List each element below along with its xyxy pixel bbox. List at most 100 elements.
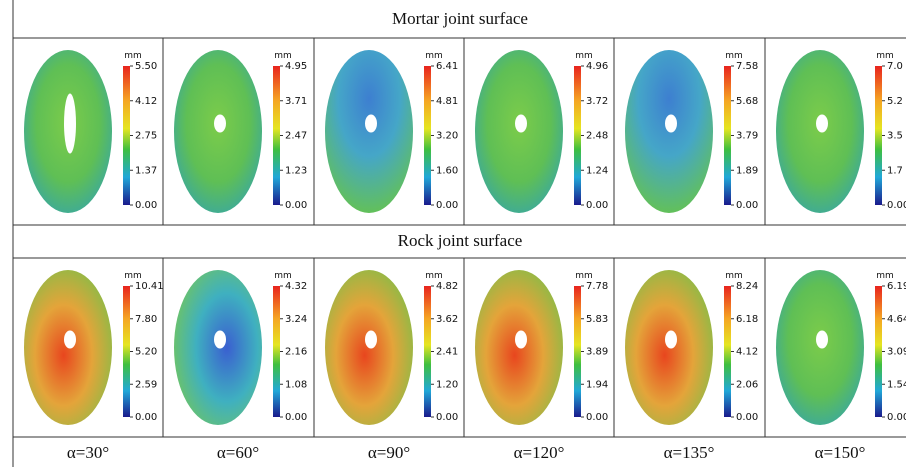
colorbar-tick-label: 2.16 [285, 347, 307, 358]
colorbar [724, 66, 731, 205]
colorbar-tick-label: 1.08 [285, 379, 307, 390]
colorbar-tick-label: 0.00 [736, 412, 758, 423]
colorbar-tick-label: 3.79 [736, 131, 758, 142]
colorbar-tick-label: 1.60 [436, 165, 458, 176]
colorbar-tick-label: 2.59 [135, 379, 157, 390]
colorbar-tick-label: 8.24 [736, 281, 758, 292]
colorbar-tick-label: 4.96 [586, 61, 608, 72]
colorbar-tick-label: 3.89 [586, 347, 608, 358]
colorbar-tick-label: 3.24 [285, 314, 307, 325]
colorbar-tick-label: 1.7 [887, 165, 903, 176]
column-label: α=150° [815, 443, 866, 462]
row-title: Rock joint surface [398, 231, 523, 250]
colorbar-tick-label: 3.5 [887, 131, 903, 142]
colorbar-tick-label: 6.19 [887, 281, 906, 292]
colorbar-tick-label: 1.94 [586, 379, 608, 390]
colorbar-tick-label: 2.06 [736, 379, 758, 390]
colorbar [273, 286, 280, 417]
colorbar-tick-label: 0.00 [135, 412, 157, 423]
colorbar-tick-label: 4.81 [436, 96, 458, 107]
colorbar-tick-label: 3.72 [586, 96, 608, 107]
colorbar-tick-label: 0.00 [135, 200, 157, 211]
colorbar-tick-label: 3.20 [436, 131, 458, 142]
colorbar-tick-label: 0.00 [887, 412, 906, 423]
colorbar [875, 286, 882, 417]
scan-hole [515, 331, 527, 349]
colorbar-tick-label: 3.62 [436, 314, 458, 325]
column-label: α=120° [514, 443, 565, 462]
colorbar-tick-label: 3.09 [887, 347, 906, 358]
colorbar-tick-label: 2.47 [285, 131, 307, 142]
colorbar [574, 66, 581, 205]
colorbar-tick-label: 5.20 [135, 347, 157, 358]
colorbar-tick-label: 5.2 [887, 96, 903, 107]
scan-hole [365, 115, 377, 133]
colorbar-tick-label: 10.41 [135, 281, 164, 292]
colorbar-tick-label: 1.54 [887, 379, 906, 390]
colorbar [424, 286, 431, 417]
colorbar [724, 286, 731, 417]
colorbar-unit: mm [575, 51, 593, 61]
colorbar-unit: mm [124, 271, 142, 281]
scan-hole [816, 115, 828, 133]
colorbar-tick-label: 0.00 [586, 412, 608, 423]
scan-hole [64, 94, 76, 154]
colorbar-tick-label: 4.95 [285, 61, 307, 72]
colorbar-unit: mm [124, 51, 142, 61]
colorbar-tick-label: 2.48 [586, 131, 608, 142]
colorbar-tick-label: 6.41 [436, 61, 458, 72]
colorbar [123, 66, 130, 205]
colorbar-tick-label: 0.00 [285, 200, 307, 211]
colorbar-tick-label: 5.83 [586, 314, 608, 325]
scan-hole [515, 115, 527, 133]
colorbar-unit: mm [425, 271, 443, 281]
column-label: α=135° [664, 443, 715, 462]
column-label: α=30° [67, 443, 109, 462]
colorbar-tick-label: 2.41 [436, 347, 458, 358]
colorbar-unit: mm [425, 51, 443, 61]
colorbar-tick-label: 4.12 [736, 347, 758, 358]
colorbar-tick-label: 1.23 [285, 165, 307, 176]
colorbar-tick-label: 3.71 [285, 96, 307, 107]
colorbar-tick-label: 5.68 [736, 96, 758, 107]
colorbar-tick-label: 0.00 [285, 412, 307, 423]
colorbar-unit: mm [575, 271, 593, 281]
colorbar-unit: mm [725, 51, 743, 61]
colorbar-tick-label: 0.00 [736, 200, 758, 211]
column-label: α=60° [217, 443, 259, 462]
scan-hole [214, 115, 226, 133]
scan-hole [64, 331, 76, 349]
colorbar-tick-label: 2.75 [135, 131, 157, 142]
colorbar-tick-label: 7.80 [135, 314, 157, 325]
colorbar-unit: mm [274, 271, 292, 281]
colorbar-tick-label: 1.37 [135, 165, 157, 176]
colorbar-tick-label: 1.20 [436, 379, 458, 390]
colorbar-tick-label: 6.18 [736, 314, 758, 325]
scan-hole [665, 115, 677, 133]
scan-hole [214, 331, 226, 349]
colorbar [875, 66, 882, 205]
colorbar-tick-label: 4.32 [285, 281, 307, 292]
colorbar-tick-label: 0.00 [586, 200, 608, 211]
colorbar [574, 286, 581, 417]
colorbar [123, 286, 130, 417]
colorbar-unit: mm [274, 51, 292, 61]
colorbar [273, 66, 280, 205]
colorbar-tick-label: 5.50 [135, 61, 157, 72]
colorbar-tick-label: 4.64 [887, 314, 906, 325]
scan-hole [365, 331, 377, 349]
colorbar-tick-label: 4.82 [436, 281, 458, 292]
figure: Mortar joint surface Rock joint surface … [0, 0, 906, 467]
colorbar-tick-label: 0.00 [436, 412, 458, 423]
colorbar-unit: mm [876, 271, 894, 281]
scan-hole [816, 331, 828, 349]
colorbar-unit: mm [725, 271, 743, 281]
row-title: Mortar joint surface [392, 9, 528, 28]
colorbar-tick-label: 1.24 [586, 165, 608, 176]
colorbar [424, 66, 431, 205]
colorbar-tick-label: 0.00 [436, 200, 458, 211]
colorbar-tick-label: 0.00 [887, 200, 906, 211]
scan-hole [665, 331, 677, 349]
colorbar-tick-label: 7.78 [586, 281, 608, 292]
colorbar-tick-label: 7.0 [887, 61, 903, 72]
